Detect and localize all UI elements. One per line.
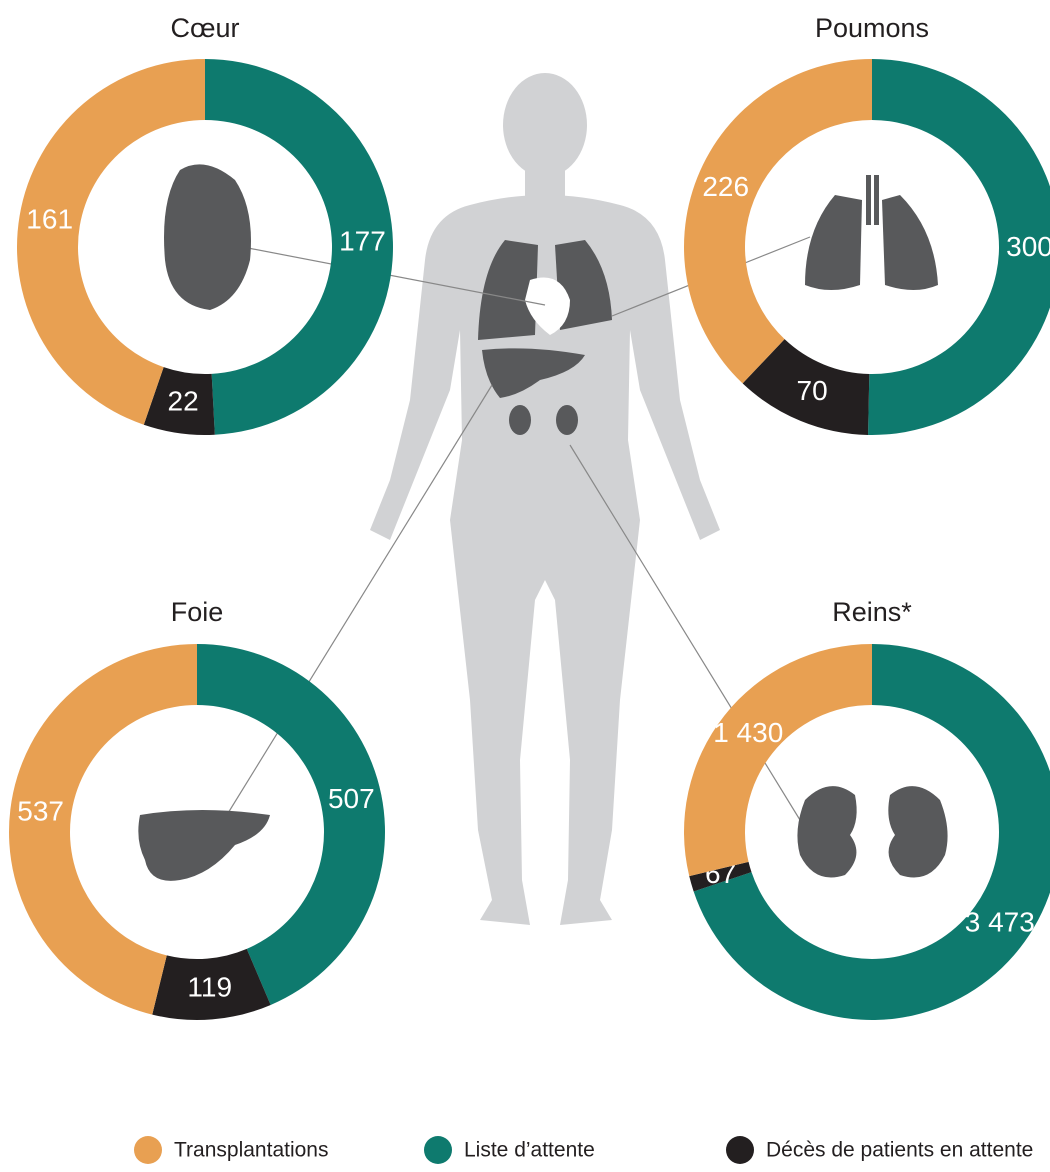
legend-label: Liste d’attente [464,1139,595,1162]
value-label: 537 [17,796,64,827]
value-label: 119 [187,971,232,1002]
chart-title: Cœur [171,13,240,43]
value-label: 300 [1006,231,1050,262]
value-label: 22 [168,385,199,416]
infographic: Cœur 177 22 161 Poumons 300 70 226 Foie 507 119 537… [0,0,1050,1172]
legend-swatch [424,1136,452,1164]
chart-title: Reins* [832,597,912,627]
legend-label: Décès de patients en attente [766,1139,1033,1162]
legend: Transplantations Liste d’attente Décès de … [134,1136,1033,1164]
legend-label: Transplantations [174,1139,328,1162]
body-silhouette [370,73,720,925]
legend-swatch [726,1136,754,1164]
value-label: 226 [702,171,749,202]
value-label: 177 [339,225,386,256]
value-label: 161 [26,203,73,234]
value-label: 1 430 [713,717,783,748]
chart-title: Poumons [815,13,929,43]
value-label: 70 [797,375,828,406]
value-label: 507 [328,783,375,814]
chart-title: Foie [171,597,224,627]
value-label: 3 473 [965,906,1035,937]
legend-swatch [134,1136,162,1164]
